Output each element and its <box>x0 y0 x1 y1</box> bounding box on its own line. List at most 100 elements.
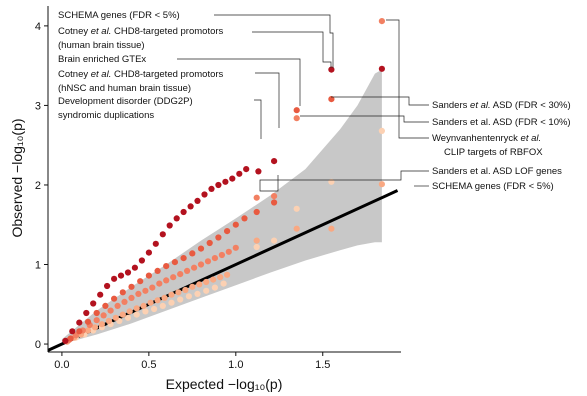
data-point <box>215 181 222 189</box>
right-annotation-leader <box>259 170 429 192</box>
data-point <box>140 302 147 309</box>
data-point <box>72 332 79 339</box>
data-point <box>328 66 335 73</box>
data-point <box>168 299 175 306</box>
data-point <box>166 222 173 229</box>
data-point <box>328 178 335 185</box>
data-point <box>328 225 335 232</box>
data-point <box>107 307 114 314</box>
data-point <box>93 317 100 324</box>
right-annotation-label: SCHEMA genes (FDR < 5%) <box>432 181 554 192</box>
data-point <box>154 267 161 274</box>
right-annotation-label: Sanders et al. ASD LOF genes <box>432 166 562 177</box>
data-point <box>185 293 192 300</box>
data-point <box>154 297 161 304</box>
data-point <box>177 271 184 278</box>
data-point <box>271 237 278 244</box>
right-annotation-label: Sanders et al. ASD (FDR < 10%) <box>432 117 571 128</box>
data-point <box>119 289 126 296</box>
data-point <box>378 65 385 72</box>
data-point <box>293 225 300 232</box>
data-point <box>189 283 196 290</box>
confidence-band-layer <box>61 69 382 344</box>
data-point <box>156 280 163 287</box>
y-tick-label: 4 <box>35 21 41 33</box>
points-layer <box>62 18 385 345</box>
data-point <box>253 237 260 244</box>
data-point <box>253 208 260 216</box>
data-point <box>124 314 132 321</box>
reference-line-layer <box>47 189 399 352</box>
data-point <box>163 277 170 284</box>
x-tick-label: 0.5 <box>141 359 156 371</box>
x-tick-label: 1.0 <box>228 359 243 371</box>
data-point <box>203 287 210 294</box>
left-annotation-label: Brain enriched GTEx <box>58 54 146 65</box>
left-annotation-label: Development disorder (DDG2P) <box>58 96 193 107</box>
data-point <box>293 205 300 212</box>
data-point <box>232 244 239 251</box>
data-point <box>163 263 170 270</box>
data-point <box>177 296 184 303</box>
data-point <box>126 308 133 315</box>
annotations-layer: SCHEMA genes (FDR < 5%) Cotney et al. CHD… <box>58 10 571 192</box>
x-tick-label: 1.5 <box>315 359 330 371</box>
data-point <box>378 18 385 25</box>
left-annotation-label: syndromic duplications <box>58 110 154 121</box>
data-point <box>173 215 180 222</box>
y-tick-label: 3 <box>35 100 41 112</box>
data-point <box>241 215 248 222</box>
data-point <box>253 243 260 251</box>
right-annotation-leader <box>331 96 429 106</box>
data-point <box>145 249 152 256</box>
data-point <box>98 321 105 328</box>
data-point <box>196 281 203 288</box>
data-point <box>182 286 189 294</box>
data-point <box>253 194 260 201</box>
data-point <box>194 290 201 297</box>
data-point <box>159 231 166 238</box>
data-point <box>225 248 232 255</box>
data-point <box>93 309 100 317</box>
axes-layer <box>47 6 401 353</box>
data-point <box>67 335 74 342</box>
expected-line <box>47 189 399 352</box>
data-point <box>271 158 278 165</box>
data-point <box>90 300 97 307</box>
data-point <box>218 251 225 259</box>
data-point <box>180 255 187 262</box>
ticks-layer: 0.0 0.5 1.0 1.5 0 1 2 3 4 <box>35 21 331 371</box>
data-point <box>149 284 156 291</box>
data-point <box>255 168 262 175</box>
data-point <box>224 271 231 278</box>
data-point <box>271 199 278 206</box>
left-annotation-leader <box>214 14 334 68</box>
left-annotation-label: (human brain tissue) <box>58 40 145 51</box>
data-point <box>293 115 300 122</box>
data-point <box>76 328 83 335</box>
data-point <box>83 309 90 317</box>
data-point <box>271 193 278 200</box>
data-point <box>191 264 198 271</box>
data-point <box>159 302 166 309</box>
left-annotation-leader <box>252 31 332 68</box>
data-point <box>328 96 335 103</box>
data-point <box>232 221 239 228</box>
data-point <box>217 274 224 281</box>
data-point <box>203 278 210 286</box>
left-annotation-leader <box>255 72 280 128</box>
data-point <box>128 283 135 290</box>
data-point <box>97 291 104 298</box>
x-axis-title: Expected −log₁₀(p) <box>166 376 283 392</box>
left-annotation-label: Cotney et al. CHD8-targeted promotors <box>58 26 224 37</box>
data-point <box>293 107 300 114</box>
data-point <box>224 228 231 235</box>
data-point <box>208 185 215 192</box>
data-point <box>69 328 76 335</box>
data-point <box>111 295 118 302</box>
data-point <box>76 319 83 326</box>
right-annotation-leader <box>300 115 429 123</box>
y-tick-label: 1 <box>35 260 41 272</box>
data-point <box>117 272 125 279</box>
